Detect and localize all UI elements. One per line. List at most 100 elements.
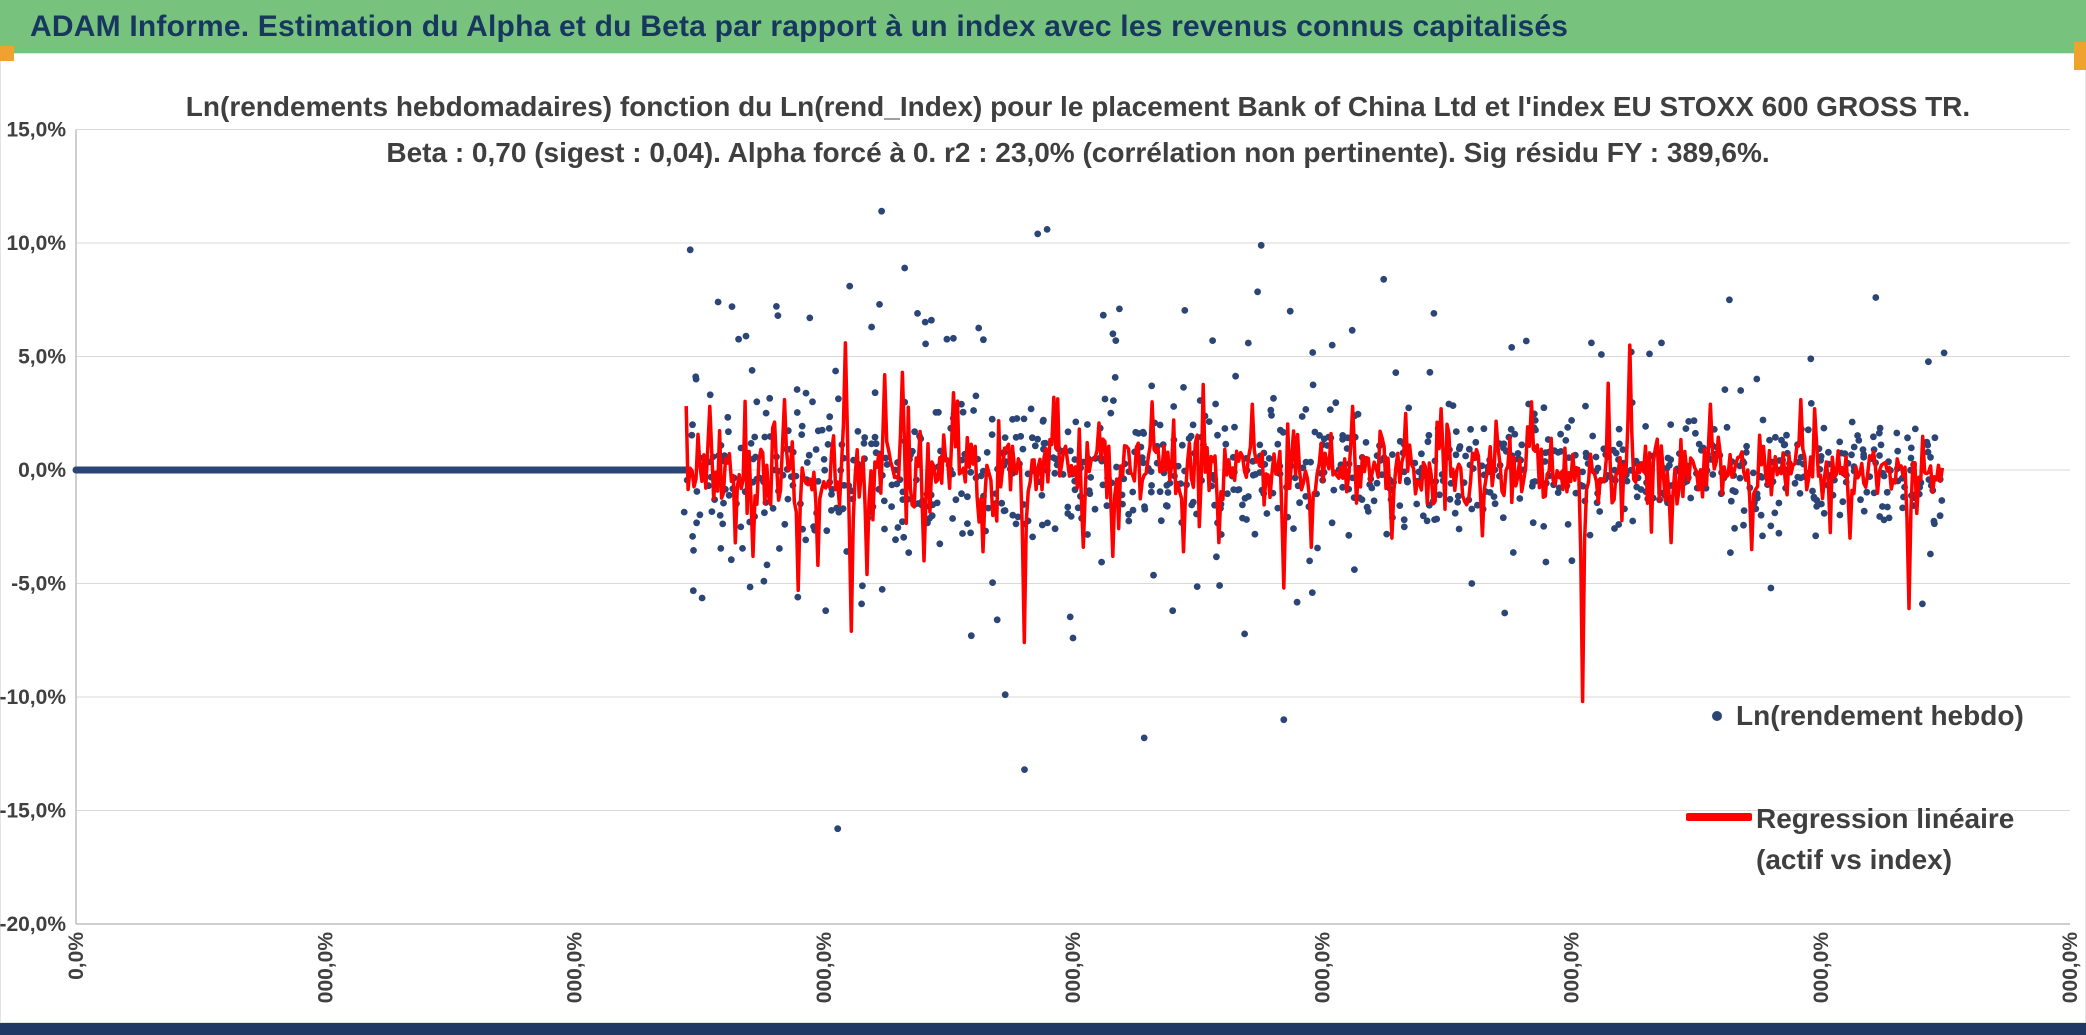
scatter-point (1540, 523, 1548, 530)
scatter-point (1731, 524, 1738, 532)
scatter-point (967, 529, 974, 537)
scatter-point (1598, 351, 1605, 358)
scatter-point (932, 409, 940, 416)
legend-scatter-marker-icon (1712, 711, 1722, 721)
scatter-point (1156, 488, 1164, 496)
scatter-point (725, 491, 733, 499)
scatter-point (1596, 508, 1604, 515)
scatter-point (693, 488, 701, 495)
scatter-outlier-point (1109, 330, 1117, 338)
scatter-outlier-point (1257, 241, 1265, 249)
x-axis-tick-label[interactable]: 000,0% (2059, 932, 2082, 1004)
y-axis-tick-label[interactable]: -5,0% (11, 573, 66, 596)
scatter-point (1307, 458, 1314, 466)
scatter-point (1938, 497, 1946, 504)
scatter-point (1013, 415, 1021, 422)
scatter-point (1328, 519, 1336, 527)
scatter-point (1472, 438, 1480, 446)
scatter-point (724, 413, 732, 421)
scatter-point (1139, 428, 1147, 436)
scatter-point (1931, 520, 1938, 528)
scatter-outlier-point (1872, 294, 1880, 301)
scatter-point (1771, 509, 1779, 517)
scatter-outlier-point (1001, 691, 1009, 699)
legend-regression-marker-icon (1686, 813, 1752, 821)
scatter-point (1877, 441, 1885, 449)
scatter-point (1373, 479, 1381, 487)
scatter-point (1743, 442, 1750, 450)
scatter-point (828, 507, 835, 514)
scatter-point (876, 301, 883, 308)
scatter-series[interactable] (680, 207, 1948, 833)
scatter-point (1820, 509, 1828, 517)
scatter-point (1753, 375, 1761, 383)
scatter-point (1540, 404, 1548, 412)
scatter-point (1582, 402, 1589, 410)
scatter-point (1084, 531, 1091, 538)
scatter-point (1028, 434, 1036, 442)
scatter-point (1451, 509, 1459, 517)
x-axis-tick-label[interactable]: 000,0% (813, 932, 836, 1004)
scatter-point (1314, 544, 1321, 552)
scatter-point (1112, 337, 1120, 344)
scatter-point (1568, 417, 1575, 424)
y-axis-tick-label[interactable]: 0,0% (18, 459, 66, 482)
scatter-outlier-point (1380, 275, 1388, 283)
chart-area[interactable] (0, 53, 2086, 1023)
scatter-point (1839, 498, 1847, 506)
scatter-point (975, 324, 983, 332)
scatter-point (1424, 438, 1432, 446)
scatter-point (824, 441, 832, 448)
scatter-point (1413, 500, 1421, 508)
y-axis-tick-label[interactable]: 10,0% (6, 232, 66, 255)
x-axis-tick-label[interactable]: 000,0% (314, 932, 337, 1004)
scatter-point (900, 533, 908, 541)
y-axis-tick-label[interactable]: -20,0% (0, 913, 66, 936)
scatter-point (1383, 530, 1391, 538)
scatter-point (1234, 486, 1242, 494)
legend-item-regression[interactable]: Regression linéaire (actif vs index) (1686, 798, 2014, 880)
scatter-point (871, 433, 879, 441)
x-axis-tick-label[interactable]: 0,0% (65, 932, 88, 980)
scatter-point (1586, 531, 1594, 539)
scatter-point (1426, 368, 1434, 376)
scatter-point (1316, 432, 1323, 439)
scatter-point (1564, 521, 1572, 528)
scatter-point (835, 395, 842, 403)
legend-item-scatter[interactable]: Ln(rendement hebdo) (1712, 700, 2024, 732)
x-axis-tick-label[interactable]: 000,0% (1561, 932, 1584, 1004)
scatter-point (1501, 609, 1509, 617)
x-axis-tick-label[interactable]: 000,0% (1062, 932, 1085, 1004)
x-axis-tick-label[interactable]: 000,0% (1810, 932, 1833, 1004)
scatter-point (1084, 421, 1091, 428)
scatter-point (1306, 557, 1313, 565)
y-axis-tick-label[interactable]: 15,0% (6, 119, 66, 142)
selection-handle-right[interactable] (2074, 42, 2086, 70)
scatter-point (1592, 453, 1600, 461)
y-axis-tick-label[interactable]: -10,0% (0, 686, 66, 709)
scatter-point (680, 508, 688, 516)
scatter-point (1358, 496, 1366, 503)
y-axis-tick-label[interactable]: -15,0% (0, 800, 66, 823)
scatter-point (1148, 382, 1156, 390)
scatter-outlier-point (868, 323, 875, 331)
chart-title: Ln(rendements hebdomadaires) fonction du… (90, 84, 2066, 176)
y-axis-tick-label[interactable]: 5,0% (18, 346, 66, 369)
x-axis-tick-label[interactable]: 000,0% (1311, 932, 1334, 1004)
scatter-point (1433, 515, 1441, 523)
scatter-point (1239, 501, 1246, 509)
regression-series[interactable] (684, 341, 1945, 704)
scatter-point (762, 409, 770, 417)
scatter-point (1884, 503, 1891, 511)
scatter-point (894, 524, 902, 531)
scatter-point (882, 454, 889, 462)
scatter-point (1205, 418, 1213, 425)
scatter-point (1554, 449, 1562, 456)
scatter-point (1511, 430, 1519, 438)
x-axis-tick-label[interactable]: 000,0% (564, 932, 587, 1004)
scatter-point (1099, 311, 1107, 319)
scatter-point (1615, 521, 1623, 528)
scatter-point (958, 490, 965, 498)
selection-handle-left[interactable] (0, 46, 14, 61)
